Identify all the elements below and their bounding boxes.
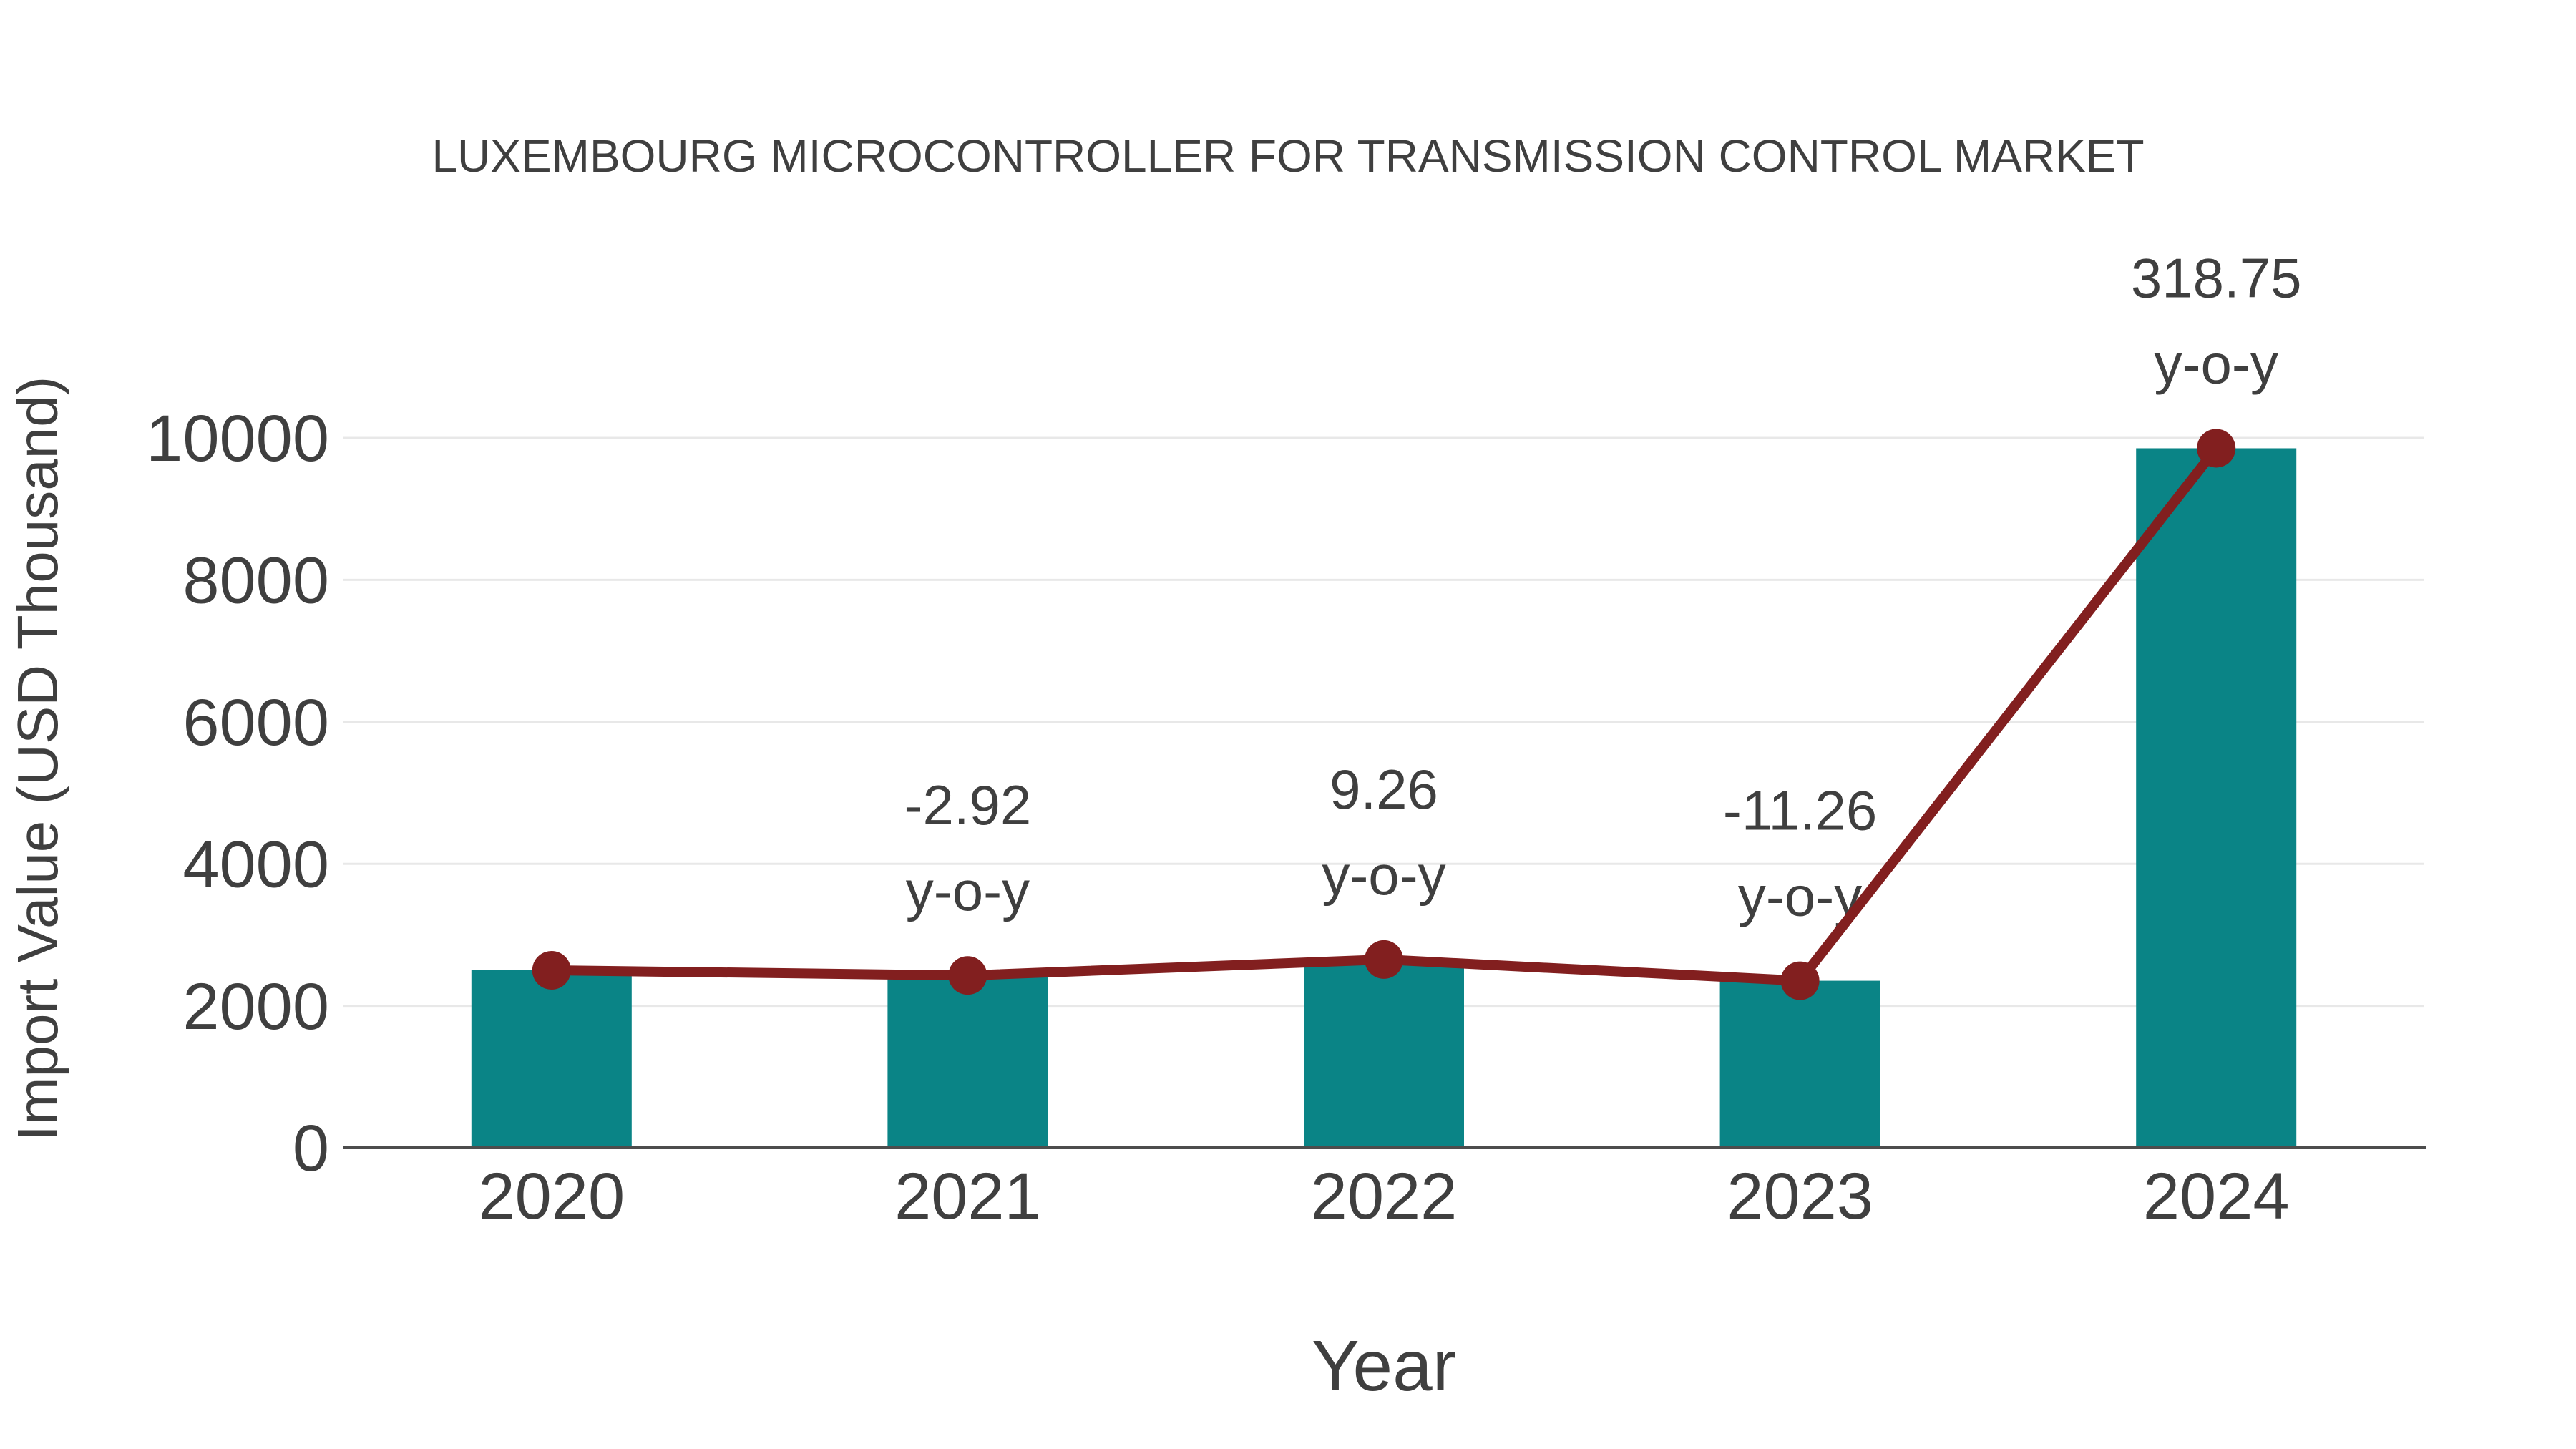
annotation-2022-suffix: y-o-y [1322,844,1445,907]
chart-title: LUXEMBOURG MICROCONTROLLER FOR TRANSMISS… [431,130,2144,182]
bar-2021 [887,975,1048,1148]
y-tick-labels-group: 0 2000 4000 6000 8000 10000 [146,402,329,1185]
y-tick-label-0: 0 [293,1112,329,1185]
bar-2022 [1304,959,1464,1148]
annotation-2024-suffix: y-o-y [2155,332,2278,395]
bar-2023 [1719,980,1880,1148]
annotation-2023-suffix: y-o-y [1738,865,1862,928]
y-tick-label-8000: 8000 [182,545,329,618]
marker-2023 [1780,961,1820,1000]
marker-2020 [532,951,571,990]
bars-group [471,448,2297,1148]
x-tick-label-2020: 2020 [478,1160,625,1233]
marker-2021 [948,956,987,995]
annotations-group: -2.92 y-o-y 9.26 y-o-y -11.26 y-o-y 318.75 y-o-… [904,246,2302,927]
x-tick-label-2024: 2024 [2143,1160,2290,1233]
x-tick-label-2022: 2022 [1311,1160,1458,1233]
annotation-2021-suffix: y-o-y [906,859,1030,922]
bar-2024 [2136,448,2297,1148]
annotation-2022-value: 9.26 [1330,758,1438,821]
bar-2020 [471,970,632,1148]
annotation-2024-value: 318.75 [2131,246,2302,309]
x-tick-label-2023: 2023 [1727,1160,1873,1233]
y-tick-label-6000: 6000 [182,686,329,759]
markers-group [532,429,2236,1000]
x-tick-label-2021: 2021 [894,1160,1041,1233]
y-axis-title: Import Value (USD Thousand) [6,376,69,1141]
gridlines-group [343,436,2424,1008]
annotation-2023-value: -11.26 [1723,779,1877,842]
y-tick-label-4000: 4000 [182,828,329,901]
annotation-2021-value: -2.92 [904,774,1032,836]
x-tick-labels-group: 2020 2021 2022 2023 2024 [478,1160,2289,1233]
y-tick-label-2000: 2000 [182,970,329,1043]
marker-2022 [1365,940,1403,979]
y-tick-label-10000: 10000 [146,402,329,475]
marker-2024 [2197,429,2236,468]
x-axis-title: Year [1312,1326,1456,1406]
